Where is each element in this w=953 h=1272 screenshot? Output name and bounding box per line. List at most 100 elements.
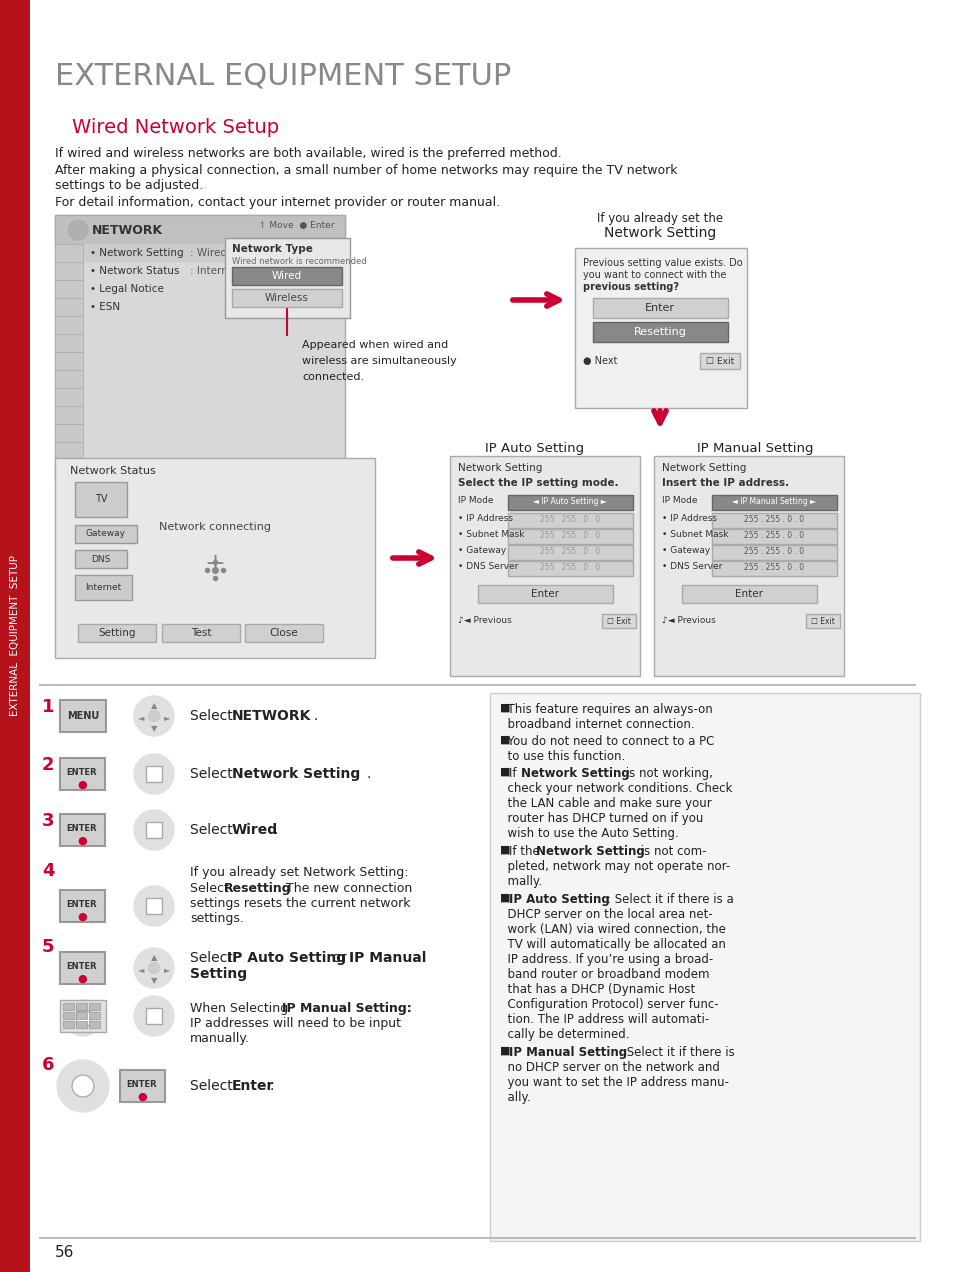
Text: is not com-: is not com- (637, 845, 706, 859)
Text: no DHCP server on the network and: no DHCP server on the network and (499, 1061, 720, 1074)
Text: broadband internet connection.: broadband internet connection. (499, 717, 694, 731)
Text: ●: ● (77, 974, 87, 985)
Text: ☐ Exit: ☐ Exit (606, 617, 630, 626)
Bar (120, 1070, 165, 1102)
Bar (55, 315, 83, 335)
Bar (55, 352, 83, 370)
Text: 4: 4 (42, 862, 54, 880)
Text: IP Mode: IP Mode (457, 496, 493, 505)
Bar (83, 280, 345, 298)
Text: Network Setting: Network Setting (603, 226, 716, 240)
Text: settings resets the current network: settings resets the current network (190, 897, 410, 909)
Text: mally.: mally. (499, 875, 541, 888)
Text: Network Type: Network Type (232, 244, 313, 254)
Circle shape (149, 710, 159, 721)
Bar (55, 244, 83, 262)
Text: 255 . 255 . 0 . 0: 255 . 255 . 0 . 0 (539, 515, 599, 524)
Bar (55, 215, 345, 480)
Bar (0, 0, 30, 1272)
Bar (711, 495, 836, 510)
Circle shape (71, 1075, 94, 1096)
Text: • IP Address: • IP Address (661, 514, 717, 523)
Text: : Select it if there is a: : Select it if there is a (606, 893, 733, 906)
Text: that has a DHCP (Dynamic Host: that has a DHCP (Dynamic Host (499, 983, 695, 996)
Bar (450, 455, 639, 675)
Text: connected.: connected. (302, 371, 364, 382)
Bar (490, 693, 919, 1241)
Text: Previous setting value exists. Do: Previous setting value exists. Do (582, 258, 741, 268)
Text: Network Setting: Network Setting (457, 463, 542, 473)
Text: settings.: settings. (190, 912, 244, 925)
Text: Select: Select (190, 951, 237, 965)
Text: Select the IP setting mode.: Select the IP setting mode. (457, 478, 618, 488)
Text: ■: ■ (499, 845, 510, 855)
Text: : Wired: : Wired (190, 248, 227, 258)
Text: Select: Select (190, 709, 237, 722)
Bar (162, 625, 240, 642)
Text: Select: Select (190, 881, 233, 895)
Text: • Subnet Mask: • Subnet Mask (457, 530, 524, 539)
Text: ENTER: ENTER (127, 1080, 157, 1089)
Text: check your network conditions. Check: check your network conditions. Check (499, 782, 732, 795)
Text: Select: Select (190, 1079, 237, 1093)
Text: Internet: Internet (85, 583, 121, 591)
Bar (75, 525, 137, 543)
Bar (711, 529, 836, 544)
Bar (89, 1004, 100, 1010)
Text: ■: ■ (499, 893, 510, 903)
Text: : Select it if there is: : Select it if there is (618, 1046, 734, 1060)
Text: to use this function.: to use this function. (499, 750, 624, 763)
Text: Setting: Setting (190, 967, 247, 981)
Text: ●: ● (137, 1091, 147, 1102)
Text: If the: If the (509, 845, 543, 859)
Text: NETWORK: NETWORK (232, 709, 311, 722)
Text: 6: 6 (42, 1056, 54, 1074)
Text: ■: ■ (499, 767, 510, 777)
Bar (63, 1013, 74, 1019)
Text: is not working,: is not working, (621, 767, 712, 780)
Text: manually.: manually. (190, 1032, 250, 1046)
Bar (75, 550, 127, 569)
Text: ☐ Exit: ☐ Exit (705, 356, 734, 365)
Text: • DNS Server: • DNS Server (457, 562, 517, 571)
Text: ▼: ▼ (151, 724, 157, 733)
Circle shape (133, 810, 173, 850)
Text: ●: ● (77, 780, 87, 790)
Text: wish to use the Auto Setting.: wish to use the Auto Setting. (499, 827, 678, 840)
Bar (593, 322, 727, 342)
Text: NETWORK: NETWORK (91, 224, 163, 237)
Text: • Subnet Mask: • Subnet Mask (661, 530, 728, 539)
Text: Appeared when wired and: Appeared when wired and (302, 340, 448, 350)
Bar (60, 951, 105, 985)
Text: IP Mode: IP Mode (661, 496, 697, 505)
Text: IP Auto Setting: IP Auto Setting (227, 951, 346, 965)
Bar (146, 898, 162, 915)
Bar (83, 262, 345, 280)
Text: .: . (314, 709, 318, 722)
Bar (76, 1004, 87, 1010)
Text: wireless are simultaneously: wireless are simultaneously (302, 356, 456, 366)
Text: ENTER: ENTER (67, 768, 97, 777)
Text: the LAN cable and make sure your: the LAN cable and make sure your (499, 798, 711, 810)
Bar (55, 298, 83, 315)
Text: 255 . 255 . 0 . 0: 255 . 255 . 0 . 0 (743, 515, 803, 524)
Text: Network Status: Network Status (70, 466, 155, 476)
Text: ■: ■ (499, 703, 510, 714)
Bar (245, 625, 323, 642)
Text: When Selecting: When Selecting (190, 1002, 292, 1015)
Text: Select: Select (190, 823, 237, 837)
Bar (76, 1021, 87, 1028)
Text: If: If (509, 767, 519, 780)
Bar (232, 289, 341, 307)
Text: 2: 2 (42, 756, 54, 773)
Text: Test: Test (191, 628, 211, 639)
Text: work (LAN) via wired connection, the: work (LAN) via wired connection, the (499, 923, 725, 936)
Bar (76, 1013, 87, 1019)
Text: Setting: Setting (98, 628, 135, 639)
Bar (700, 354, 740, 369)
Text: ▲: ▲ (151, 701, 157, 710)
Text: • ESN: • ESN (90, 301, 120, 312)
Text: • Gateway: • Gateway (661, 546, 709, 555)
Text: Insert the IP address.: Insert the IP address. (661, 478, 788, 488)
Text: ENTER: ENTER (67, 901, 97, 909)
